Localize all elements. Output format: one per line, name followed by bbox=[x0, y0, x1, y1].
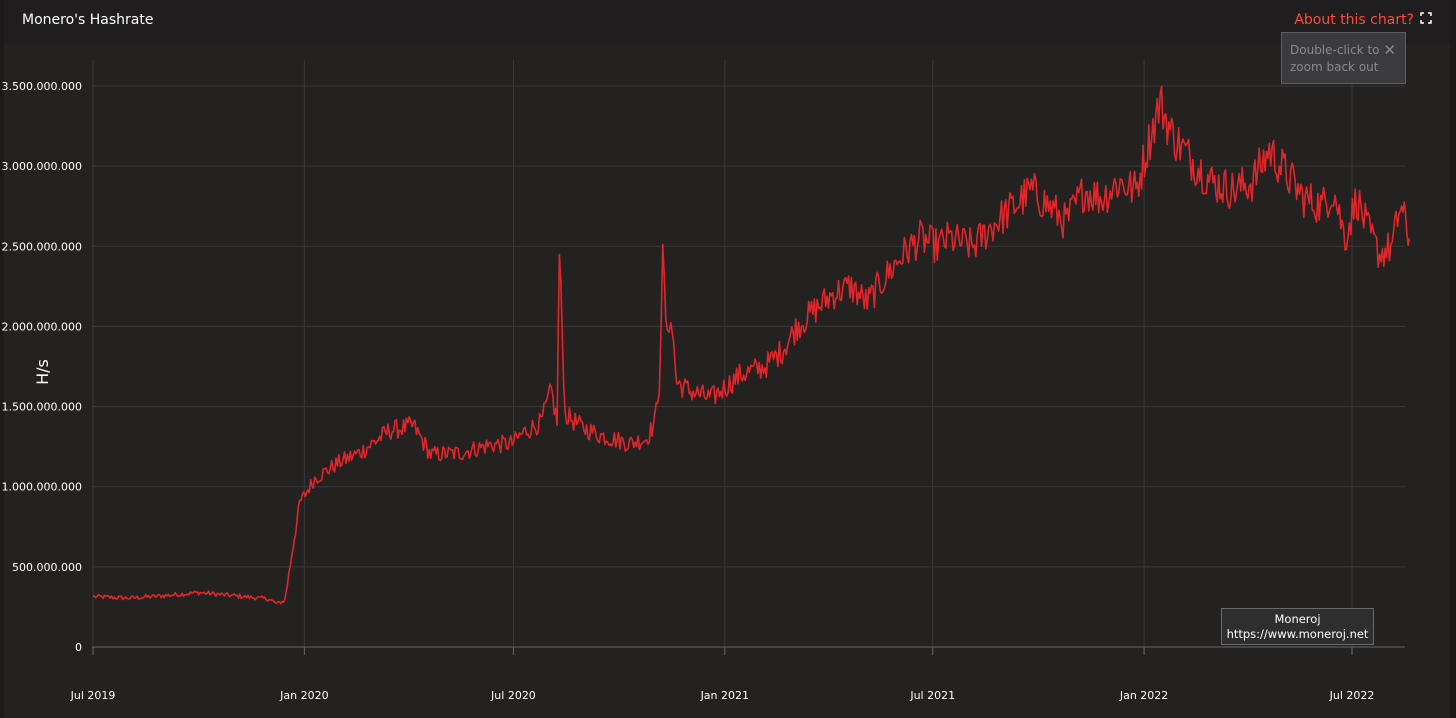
x-tick-label: Jul 2021 bbox=[909, 689, 955, 702]
zoom-tooltip-text: Double-click to zoom back out bbox=[1290, 43, 1380, 74]
x-tick-label: Jul 2020 bbox=[490, 689, 536, 702]
close-icon[interactable]: ✕ bbox=[1383, 41, 1396, 59]
y-tick-label: 1.000.000.000 bbox=[2, 481, 82, 494]
y-tick-label: 2.000.000.000 bbox=[2, 320, 82, 333]
x-tick-label: Jul 2022 bbox=[1329, 689, 1375, 702]
y-axis-label: H/s bbox=[33, 359, 52, 385]
chart-header: Monero's Hashrate About this chart? bbox=[4, 0, 1450, 44]
about-chart-link[interactable]: About this chart? bbox=[1294, 12, 1414, 28]
credit-url[interactable]: https://www.moneroj.net bbox=[1226, 627, 1369, 641]
zoom-tooltip: Double-click to zoom back out ✕ bbox=[1281, 32, 1406, 84]
x-tick-label: Jan 2021 bbox=[700, 689, 749, 702]
credit-box: Moneroj https://www.moneroj.net bbox=[1221, 608, 1374, 645]
y-tick-label: 1.500.000.000 bbox=[2, 401, 82, 414]
hashrate-series-line[interactable] bbox=[92, 85, 1411, 605]
y-tick-label: 3.500.000.000 bbox=[2, 80, 82, 93]
fullscreen-icon[interactable] bbox=[1420, 12, 1432, 24]
x-tick-label: Jan 2020 bbox=[279, 689, 328, 702]
y-tick-label: 2.500.000.000 bbox=[2, 240, 82, 253]
credit-name: Moneroj bbox=[1274, 612, 1321, 626]
y-tick-label: 0 bbox=[75, 641, 82, 654]
y-tick-label: 3.000.000.000 bbox=[2, 160, 82, 173]
chart-title: Monero's Hashrate bbox=[22, 12, 154, 28]
x-tick-label: Jan 2022 bbox=[1119, 689, 1168, 702]
x-tick-label: Jul 2019 bbox=[70, 689, 116, 702]
chart-frame: Monero's Hashrate About this chart? bbox=[4, 0, 1450, 718]
y-tick-label: 500.000.000 bbox=[12, 561, 82, 574]
